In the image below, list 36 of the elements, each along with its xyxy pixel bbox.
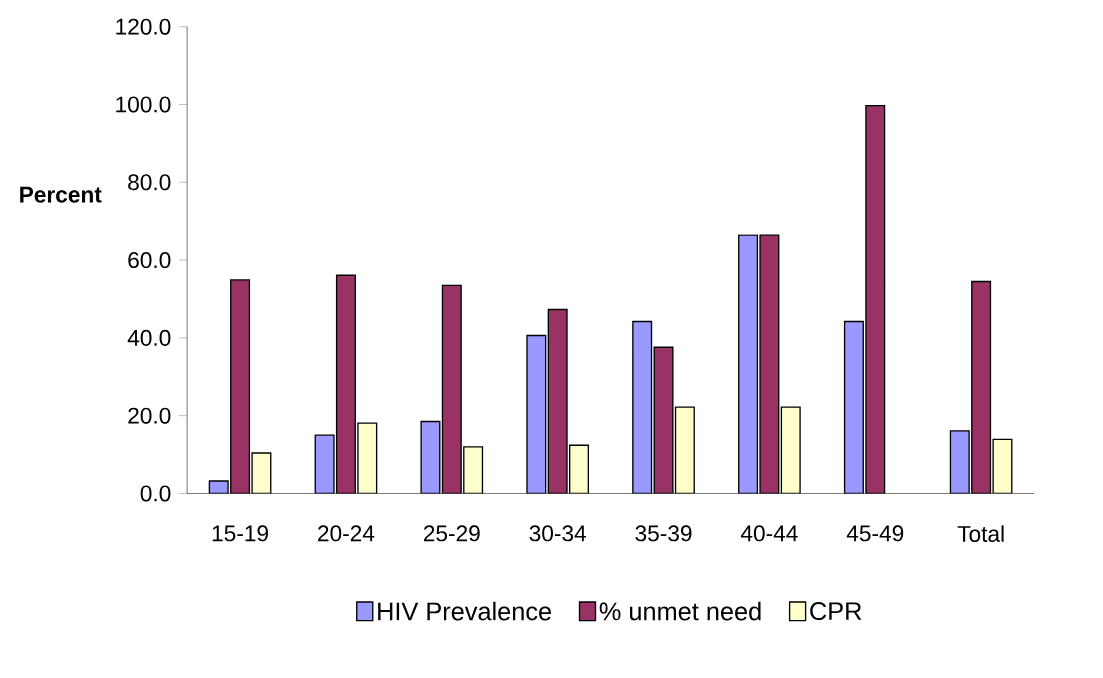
y-tick-label: 20.0 [128,407,171,424]
x-tick-label: Total [957,525,1004,543]
x-tick-label: 30-34 [529,525,586,542]
x-tick-label: 45-49 [846,525,904,542]
bar [653,346,674,494]
bar [865,105,886,494]
y-tick-label: 0.0 [140,485,171,502]
bar [547,309,568,494]
bar [526,335,547,494]
y-tick-label: 120.0 [116,18,171,35]
bar [335,274,356,494]
x-tick-label: 15-19 [212,525,268,542]
legend-label: CPR [810,602,862,621]
x-tick-label: 35-39 [635,525,692,542]
legend-label: % unmet need [599,602,761,621]
legend-label: HIV Prevalence [378,602,551,621]
x-tick-label: 40-44 [740,525,798,542]
bar [463,446,484,494]
bar [569,444,590,494]
bar [738,234,759,494]
y-tick-label: 40.0 [127,330,171,347]
x-tick-label: 20-24 [318,525,375,542]
bar [780,406,801,494]
y-axis-title: Percent [20,187,102,203]
y-tick-label: 100.0 [116,96,171,113]
y-tick-label: 60.0 [128,252,171,269]
x-tick-label: 25-29 [423,525,480,542]
bar [632,321,653,494]
bar [420,421,441,494]
bar [674,406,695,494]
bar [441,284,462,494]
bar [843,321,864,494]
bar [759,234,780,494]
bar [230,279,251,494]
bar [971,281,992,494]
y-tick-label: 80.0 [128,174,171,191]
